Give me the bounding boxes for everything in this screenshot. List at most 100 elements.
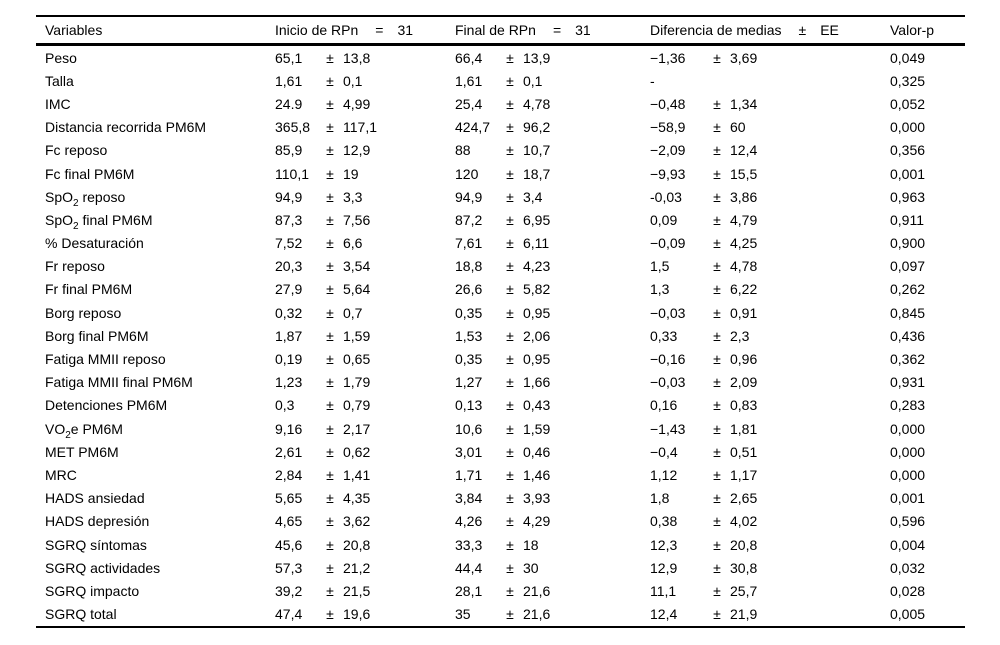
sd-value: 1,81 [730, 420, 758, 437]
plusminus-sign: ± [326, 142, 334, 159]
table-row: SGRQ impacto 39,2 ±21,5 28,1 ±21,6 11,1 ±25,7 0… [36, 579, 965, 602]
stat-cell: - [650, 73, 890, 89]
plusminus-sign: ± [506, 374, 514, 391]
stat-cell: -0,03 ±3,86 [650, 189, 890, 205]
plusminus-sign: ± [326, 466, 334, 483]
plusminus-sign: ± [506, 559, 514, 576]
stat-cell: 1,87 ±1,59 [275, 328, 455, 344]
p-value: 0,283 [890, 397, 926, 414]
stat-cell: 85,9 ±12,9 [275, 142, 455, 158]
plusminus-sign: ± [326, 513, 334, 530]
variable-name: SGRQ síntomas [45, 536, 147, 553]
sd-value: 20,8 [730, 536, 758, 553]
stat-cell: 12,4 ±21,9 [650, 606, 890, 622]
mean-value: 0,3 [275, 397, 295, 414]
plusminus-sign: ± [506, 258, 514, 275]
plusminus-sign: ± [326, 606, 334, 623]
p-value: 0,001 [890, 490, 926, 507]
sd-value: 21,2 [343, 559, 371, 576]
stat-cell: 4,26 ±4,29 [455, 513, 650, 529]
stat-cell: 94,9 ±3,3 [275, 189, 455, 205]
table-row: SpO2 final PM6M 87,3 ±7,56 87,2 ±6,95 0,09 ±4,… [36, 208, 965, 231]
sd-value: 1,59 [343, 327, 371, 344]
plusminus-sign: ± [506, 490, 514, 507]
plusminus-sign: ± [713, 304, 721, 321]
sd-value: 0,83 [730, 397, 758, 414]
plusminus-sign: ± [713, 211, 721, 228]
mean-value: 1,61 [455, 72, 483, 89]
p-value: 0,052 [890, 95, 926, 112]
variable-name: % Desaturación [45, 235, 144, 252]
sd-value: 1,59 [523, 420, 551, 437]
sd-value: 0,43 [523, 397, 551, 414]
p-value: 0,000 [890, 443, 926, 460]
stat-cell: −1,36 ±3,69 [650, 50, 890, 66]
table-row: Detenciones PM6M 0,3 ±0,79 0,13 ±0,43 0,16 ±0,… [36, 394, 965, 417]
column-header-inicio: Inicio de RPn = 31 [275, 22, 455, 38]
sd-value: 7,56 [343, 211, 371, 228]
stat-cell: −9,93 ±15,5 [650, 166, 890, 182]
plusminus-sign: ± [326, 443, 334, 460]
mean-value: 1,71 [455, 466, 483, 483]
stat-cell: 27,9 ±5,64 [275, 281, 455, 297]
mean-value: −1,43 [650, 420, 686, 437]
mean-value: 27,9 [275, 281, 303, 298]
mean-value: −0,16 [650, 351, 686, 368]
sd-value: 0,79 [343, 397, 371, 414]
variable-name: SpO2 reposo [45, 188, 126, 209]
sd-value [730, 73, 890, 89]
plusminus-sign: ± [713, 397, 721, 414]
sd-value: 4,78 [730, 258, 758, 275]
mean-value: 1,61 [275, 72, 303, 89]
table-row: Borg reposo 0,32 ±0,7 0,35 ±0,95 −0,03 ±0,91 0,… [36, 301, 965, 324]
mean-value: -0,03 [650, 188, 682, 205]
variable-name: VO2e PM6M [45, 420, 123, 441]
mean-value: −0,03 [650, 374, 686, 391]
plusminus-sign: ± [326, 165, 334, 182]
stat-cell: 424,7 ±96,2 [455, 119, 650, 135]
stat-cell: 24.9 ±4,99 [275, 96, 455, 112]
mean-value: 0,38 [650, 513, 678, 530]
stat-cell: 7,52 ±6,6 [275, 235, 455, 251]
stat-cell: 1,61 ±0,1 [455, 73, 650, 89]
stat-cell: 1,23 ±1,79 [275, 374, 455, 390]
mean-value: 0,13 [455, 397, 483, 414]
plusminus-sign: ± [326, 582, 334, 599]
stat-cell: −0,03 ±2,09 [650, 374, 890, 390]
mean-value: 3,84 [455, 490, 483, 507]
stat-cell: 88 ±10,7 [455, 142, 650, 158]
variable-name: SGRQ impacto [45, 582, 140, 599]
stat-cell: 39,2 ±21,5 [275, 583, 455, 599]
stat-cell: 1,12 ±1,17 [650, 467, 890, 483]
sd-value: 4,78 [523, 95, 551, 112]
sd-value: 20,8 [343, 536, 371, 553]
stat-cell: 3,01 ±0,46 [455, 444, 650, 460]
plusminus-sign: ± [506, 49, 514, 66]
stat-cell: 18,8 ±4,23 [455, 258, 650, 274]
mean-value: 4,65 [275, 513, 303, 530]
mean-value: 28,1 [455, 582, 483, 599]
table-row: VO2e PM6M 9,16 ±2,17 10,6 ±1,59 −1,43 ±1,81 0,0… [36, 417, 965, 440]
variable-name: Fatiga MMII final PM6M [45, 374, 193, 391]
stat-cell: 1,3 ±6,22 [650, 281, 890, 297]
stat-cell: 1,5 ±4,78 [650, 258, 890, 274]
mean-value: 94,9 [275, 188, 303, 205]
mean-value: 1,87 [275, 327, 303, 344]
stat-cell: −0,16 ±0,96 [650, 351, 890, 367]
sd-value: 21,9 [730, 606, 758, 623]
plusminus-sign: ± [326, 327, 334, 344]
mean-value: 11,1 [650, 582, 677, 599]
p-value: 0,931 [890, 374, 926, 391]
stat-cell: −0,4 ±0,51 [650, 444, 890, 460]
mean-value: 26,6 [455, 281, 483, 298]
stat-cell: 9,16 ±2,17 [275, 421, 455, 437]
plusminus-sign: ± [506, 606, 514, 623]
variable-name: SpO2 final PM6M [45, 211, 153, 232]
plusminus-sign: ± [713, 95, 721, 112]
sd-value: 3,93 [523, 490, 551, 507]
stat-cell: −1,43 ±1,81 [650, 421, 890, 437]
sd-value: 4,02 [730, 513, 758, 530]
plusminus-sign: ± [713, 258, 721, 275]
variable-name: Borg final PM6M [45, 327, 149, 344]
mean-value: 4,26 [455, 513, 483, 530]
